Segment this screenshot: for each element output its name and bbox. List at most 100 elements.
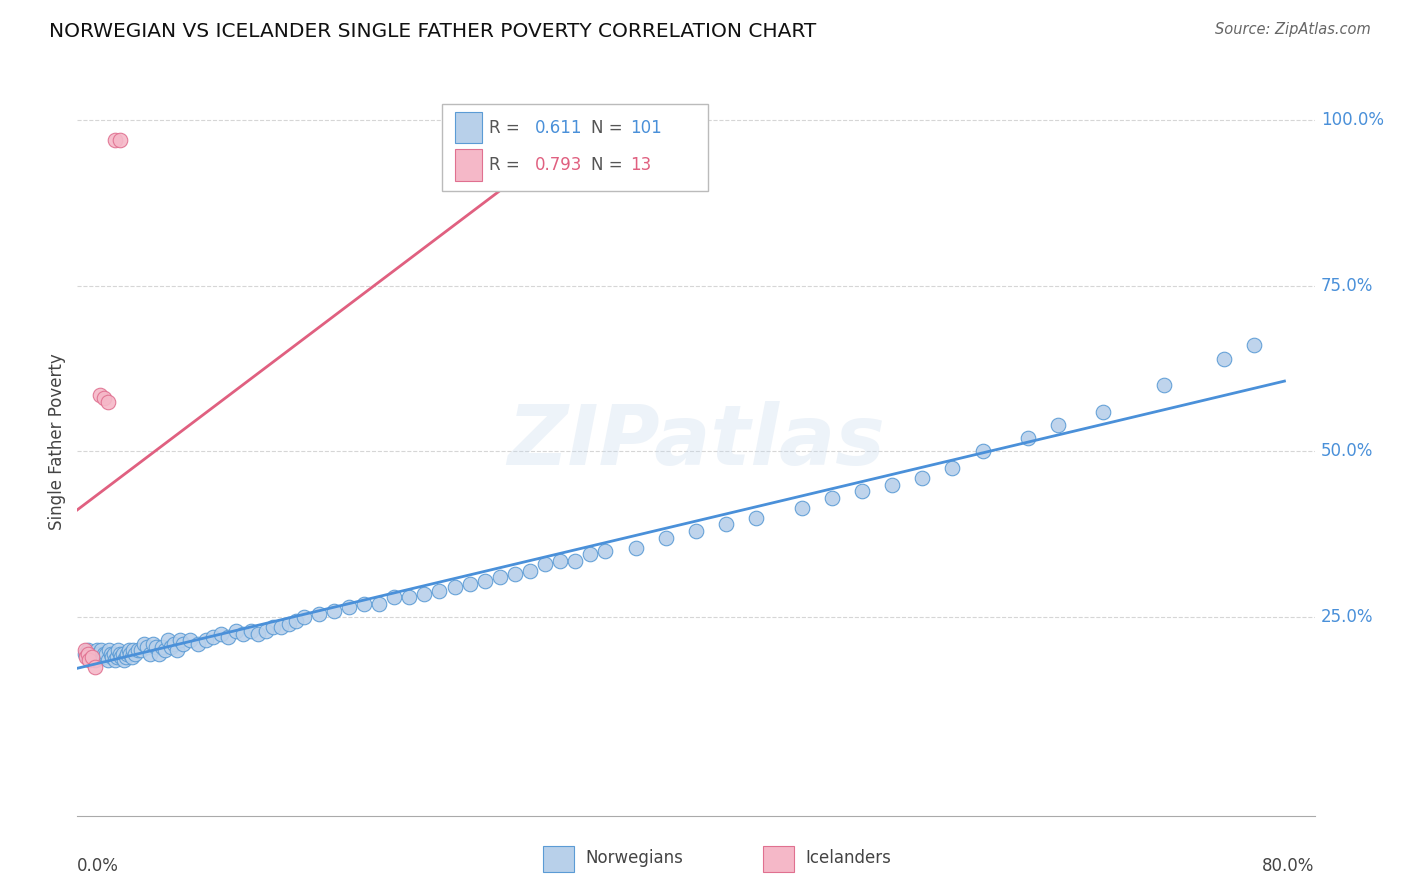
Point [103,647,125,661]
Point [111,647,134,661]
Point [337,600,360,615]
Point [458,133,481,147]
Point [122,643,145,657]
Point [1017,431,1039,445]
Point [96,394,118,409]
Point [160,640,183,654]
Point [77,643,100,657]
Point [308,607,330,621]
Point [139,647,162,661]
Point [685,524,707,538]
Text: R =: R = [489,119,526,136]
Text: 100.0%: 100.0% [1320,111,1384,129]
Point [73,643,96,657]
Text: 13: 13 [630,156,651,174]
Point [84,653,107,667]
Point [169,633,191,648]
Point [368,597,391,611]
Point [114,650,136,665]
Point [115,647,138,661]
Point [202,630,225,644]
Point [474,574,496,588]
Text: ZIPatlas: ZIPatlas [508,401,884,482]
Point [148,647,170,661]
Point [142,637,165,651]
Text: 50.0%: 50.0% [1320,442,1374,460]
Text: Norwegians: Norwegians [585,849,683,867]
Point [100,647,122,661]
Text: 25.0%: 25.0% [1320,608,1374,626]
Point [745,510,768,524]
Point [79,653,101,667]
Point [120,647,142,661]
Point [90,643,112,657]
Point [94,647,117,661]
Point [82,650,104,665]
Text: 80.0%: 80.0% [1263,857,1315,875]
Point [107,643,129,657]
Point [89,647,111,661]
Point [75,650,97,665]
Point [382,591,405,605]
Point [101,650,124,665]
Text: N =: N = [591,156,627,174]
Point [153,643,176,657]
Point [1243,338,1265,352]
Text: N =: N = [591,119,627,136]
Point [398,591,420,605]
Point [77,647,100,661]
Point [87,647,110,661]
Text: NORWEGIAN VS ICELANDER SINGLE FATHER POVERTY CORRELATION CHART: NORWEGIAN VS ICELANDER SINGLE FATHER POV… [49,22,817,41]
Point [93,392,115,406]
Point [972,444,994,458]
Point [443,581,465,595]
Point [187,637,209,651]
Point [108,647,131,661]
FancyBboxPatch shape [454,112,482,144]
Point [232,627,254,641]
Point [503,567,526,582]
Point [145,640,167,654]
Text: 0.793: 0.793 [536,156,582,174]
Point [82,650,104,665]
Point [132,637,155,651]
Point [194,633,217,648]
Point [263,620,285,634]
Point [277,616,299,631]
Point [413,587,436,601]
Point [564,554,586,568]
Point [254,624,277,638]
Point [110,650,132,665]
Point [91,650,114,665]
Point [247,627,270,641]
Point [166,643,188,657]
Point [209,627,232,641]
Point [322,604,344,618]
Point [1092,405,1115,419]
Point [669,133,692,147]
Point [96,653,118,667]
Point [851,484,873,499]
Point [353,597,375,611]
Point [429,583,451,598]
Text: 0.611: 0.611 [536,119,582,136]
Point [882,477,904,491]
Point [129,643,152,657]
Point [89,388,111,402]
Point [73,647,96,661]
Point [121,650,143,665]
Point [579,547,602,561]
Point [117,643,139,657]
Point [135,640,157,654]
Point [714,517,737,532]
Point [105,650,128,665]
Point [79,647,101,661]
Point [179,633,201,648]
Point [270,620,292,634]
Point [292,610,315,624]
Point [624,541,647,555]
Point [595,544,617,558]
Point [163,637,186,651]
Point [108,133,131,147]
Text: Source: ZipAtlas.com: Source: ZipAtlas.com [1215,22,1371,37]
